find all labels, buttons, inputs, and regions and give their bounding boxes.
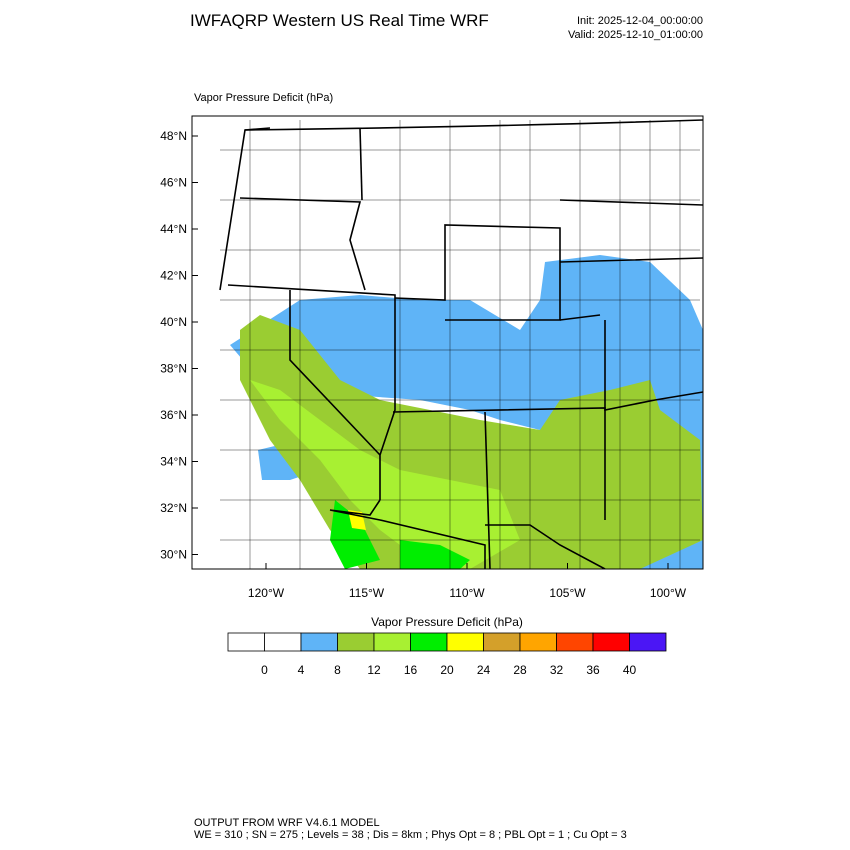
colorbar-label: 8 [334, 663, 341, 677]
colorbar-label: 4 [298, 663, 305, 677]
latitude-label: 42°N [160, 269, 187, 283]
latitude-label: 30°N [160, 548, 187, 562]
colorbar-label: 36 [586, 663, 600, 677]
longitude-label: 100°W [650, 586, 687, 600]
colorbar-label: 0 [261, 663, 268, 677]
colorbar-box [264, 632, 302, 652]
latitude-labels: 48°N 46°N 44°N 42°N 40°N 38°N 36°N 34°N 32°N 30°N [160, 129, 198, 562]
colorbar-box [300, 632, 338, 652]
colorbar-box [410, 632, 448, 652]
map: 48°N 46°N 44°N 42°N 40°N 38°N 36°N 34°N 32°N 30°N… [160, 115, 704, 600]
latitude-label: 48°N [160, 129, 187, 143]
county-lines [220, 120, 700, 569]
colorbar-box [337, 632, 375, 652]
longitude-label: 105°W [549, 586, 586, 600]
latitude-label: 36°N [160, 408, 187, 422]
colorbar-label: 16 [404, 663, 418, 677]
colorbar-box [446, 632, 484, 652]
colorbar-box [227, 632, 265, 652]
valid-time: Valid: 2025-12-10_01:00:00 [568, 29, 703, 41]
init-time: Init: 2025-12-04_00:00:00 [577, 15, 703, 27]
shade-green [400, 540, 470, 569]
colorbar-label: 32 [550, 663, 564, 677]
longitude-label: 120°W [248, 586, 285, 600]
colorbar-box [483, 632, 521, 652]
latitude-label: 44°N [160, 222, 187, 236]
colorbar: 0 4 8 12 16 20 24 28 32 36 40 [227, 632, 667, 677]
footer-line: WE = 310 ; SN = 275 ; Levels = 38 ; Dis … [194, 829, 627, 841]
colorbar-label: 12 [367, 663, 381, 677]
colorbar-box [519, 632, 557, 652]
field-label: Vapor Pressure Deficit (hPa) [194, 92, 333, 104]
footer-line: OUTPUT FROM WRF V4.6.1 MODEL [194, 817, 380, 829]
colorbar-box [592, 632, 630, 652]
shade-green-yellow [250, 380, 520, 569]
latitude-label: 38°N [160, 362, 187, 376]
title: IWFAQRP Western US Real Time WRF [190, 11, 489, 30]
colorbar-label: 40 [623, 663, 637, 677]
latitude-label: 32°N [160, 501, 187, 515]
colorbar-label: 28 [513, 663, 527, 677]
latitude-label: 34°N [160, 455, 187, 469]
map-frame [191, 115, 704, 570]
latitude-label: 40°N [160, 315, 187, 329]
colorbar-label: 24 [477, 663, 491, 677]
colorbar-box [629, 632, 667, 652]
colorbar-label: 20 [440, 663, 454, 677]
longitude-label: 110°W [449, 586, 485, 600]
colorbar-box [373, 632, 411, 652]
longitude-labels: 120°W 115°W 110°W 105°W 100°W [248, 563, 687, 600]
state-borders [219, 119, 703, 569]
shade-green [330, 500, 380, 569]
colorbar-title: Vapor Pressure Deficit (hPa) [371, 615, 523, 629]
latitude-label: 46°N [160, 176, 187, 190]
colorbar-box [556, 632, 594, 652]
longitude-label: 115°W [349, 586, 385, 600]
